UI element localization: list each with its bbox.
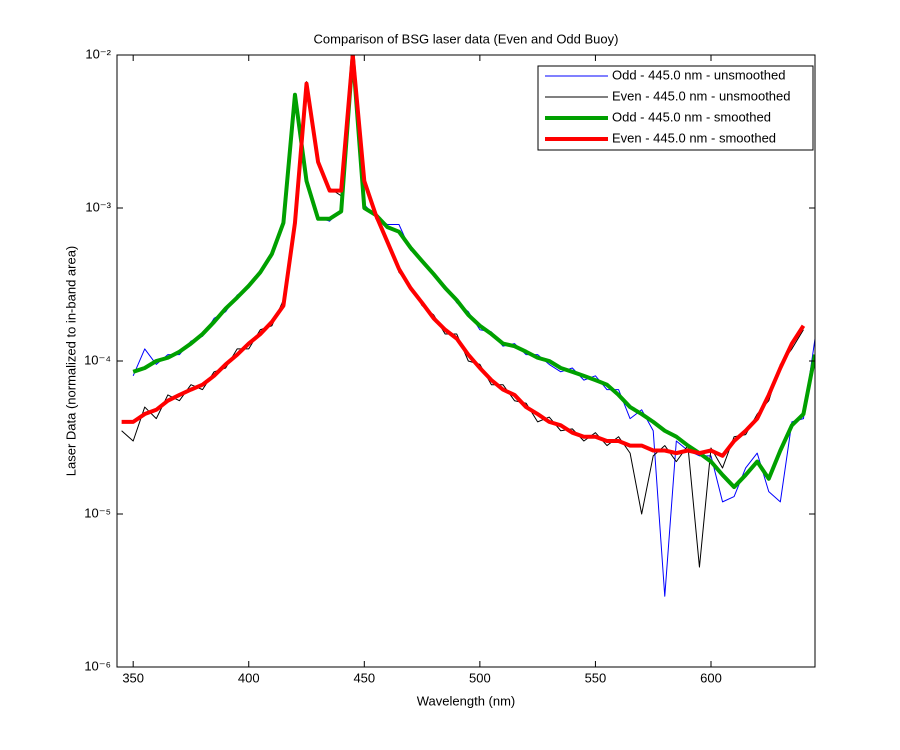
y-tick-label: 10⁻²: [85, 46, 111, 61]
x-axis-label: Wavelength (nm): [417, 693, 516, 708]
x-tick-label: 500: [469, 670, 491, 685]
x-tick-label: 450: [353, 670, 375, 685]
y-tick-label: 10⁻⁴: [84, 352, 111, 367]
legend-label: Odd - 445.0 nm - unsmoothed: [612, 67, 785, 82]
y-axis-label: Laser Data (normalized to in-band area): [63, 246, 78, 477]
x-tick-label: 600: [700, 670, 722, 685]
legend-box: [537, 65, 814, 151]
x-tick-label: 400: [238, 670, 260, 685]
y-tick-label: 10⁻⁶: [84, 658, 111, 673]
series-line: [121, 55, 806, 458]
y-tick-label: 10⁻³: [85, 199, 111, 214]
legend-label: Even - 445.0 nm - smoothed: [612, 130, 776, 145]
chart-title: Comparison of BSG laser data (Even and O…: [314, 31, 619, 46]
y-tick-label: 10⁻⁵: [84, 505, 111, 520]
plot-lines: [121, 55, 815, 597]
x-tick-label: 350: [122, 670, 144, 685]
legend-label: Even - 445.0 nm - unsmoothed: [612, 88, 791, 103]
x-tick-label: 550: [585, 670, 607, 685]
legend-label: Odd - 445.0 nm - smoothed: [612, 109, 771, 124]
plot-area: [117, 55, 815, 667]
